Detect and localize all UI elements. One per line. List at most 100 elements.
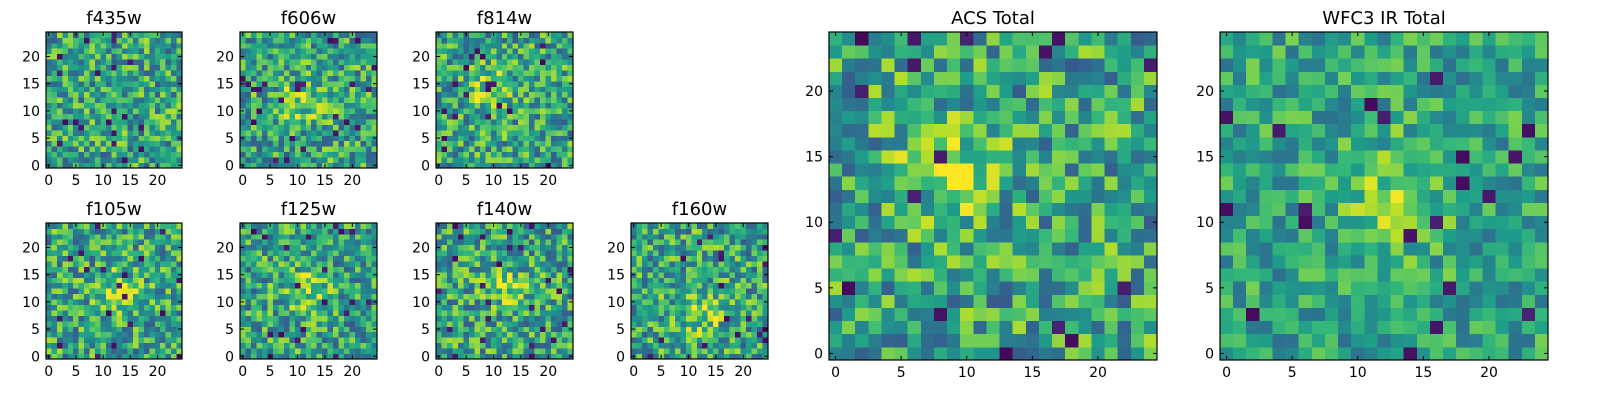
heatmap-cell xyxy=(540,255,546,262)
heatmap-cell xyxy=(355,282,361,289)
heatmap-cell xyxy=(556,146,563,153)
heatmap-cell xyxy=(111,86,118,93)
heatmap-cell xyxy=(333,266,340,273)
heatmap-cell xyxy=(757,331,763,338)
heatmap-cell xyxy=(518,53,525,60)
heatmap-cell xyxy=(322,157,329,163)
heatmap-cell xyxy=(127,113,134,120)
heatmap-cell xyxy=(463,342,470,349)
heatmap-cell xyxy=(165,293,172,300)
heatmap-cell xyxy=(122,102,128,109)
heatmap-cell xyxy=(46,119,52,125)
heatmap-cell xyxy=(855,320,869,335)
heatmap-cell xyxy=(441,293,448,300)
heatmap-cell xyxy=(127,86,134,93)
heatmap-cell xyxy=(446,277,453,284)
heatmap-cell xyxy=(556,320,563,327)
heatmap-cell xyxy=(338,293,345,300)
heatmap-cell xyxy=(149,304,156,311)
heatmap-cell xyxy=(680,250,687,257)
heatmap-cell xyxy=(496,162,503,169)
heatmap-cell xyxy=(529,266,536,273)
heatmap-cell xyxy=(62,310,69,316)
heatmap-cell xyxy=(105,119,112,125)
heatmap-cell xyxy=(272,108,279,114)
heatmap-cell xyxy=(165,266,172,273)
heatmap-cell xyxy=(496,261,503,267)
heatmap-cell xyxy=(641,288,648,295)
heatmap-cell xyxy=(545,348,552,354)
heatmap-cell xyxy=(355,48,361,55)
heatmap-cell xyxy=(746,310,752,316)
heatmap-cell xyxy=(490,266,497,273)
heatmap-cell xyxy=(1130,268,1145,282)
heatmap-cell xyxy=(73,86,80,93)
heatmap-cell xyxy=(143,239,150,246)
heatmap-cell xyxy=(143,146,150,153)
heatmap-cell xyxy=(746,337,752,344)
heatmap-cell xyxy=(289,310,296,316)
heatmap-cell xyxy=(111,271,118,278)
heatmap-cell xyxy=(556,113,563,120)
heatmap-cell xyxy=(960,189,974,203)
heatmap-cell xyxy=(311,233,318,240)
heatmap-cell xyxy=(468,59,475,66)
heatmap-cell xyxy=(556,64,563,71)
heatmap-cell xyxy=(56,282,63,289)
heatmap-cell xyxy=(122,129,128,136)
heatmap-cell xyxy=(855,241,869,256)
heatmap-cell xyxy=(371,250,378,257)
heatmap-cell xyxy=(507,48,514,55)
heatmap-cell xyxy=(165,271,172,278)
heatmap-cell xyxy=(289,288,296,295)
heatmap-cell xyxy=(278,151,285,158)
heatmap-cell xyxy=(78,228,85,235)
heatmap-cell xyxy=(333,53,340,60)
heatmap-cell xyxy=(529,261,536,267)
heatmap-cell xyxy=(311,59,318,66)
heatmap-cell xyxy=(127,244,134,251)
heatmap-cell xyxy=(46,129,52,136)
heatmap-cell xyxy=(366,129,372,136)
heatmap-cell xyxy=(436,91,442,98)
heatmap-cell xyxy=(355,146,361,153)
heatmap-cell xyxy=(78,124,85,131)
heatmap-cell xyxy=(669,261,676,267)
heatmap-cell xyxy=(452,244,459,251)
heatmap-cell xyxy=(436,228,442,235)
x-tick-label: 5 xyxy=(462,173,471,189)
heatmap-cell xyxy=(250,233,257,240)
heatmap-cell xyxy=(540,348,546,354)
heatmap-cell xyxy=(1065,163,1079,177)
heatmap-cell xyxy=(685,337,692,344)
heatmap-cell xyxy=(1143,241,1158,256)
heatmap-cell xyxy=(111,80,118,87)
heatmap-cell xyxy=(441,108,448,114)
heatmap-cell xyxy=(540,140,546,147)
heatmap-cell xyxy=(78,119,85,125)
heatmap-cell xyxy=(116,42,123,49)
heatmap-cell xyxy=(366,337,372,344)
heatmap-cell xyxy=(272,151,279,158)
heatmap-cell xyxy=(920,189,935,203)
heatmap-cell xyxy=(702,342,709,349)
heatmap-cell xyxy=(160,135,167,142)
heatmap-cell xyxy=(973,255,987,269)
heatmap-cell xyxy=(160,113,167,120)
heatmap-cell xyxy=(647,282,654,289)
heatmap-cell xyxy=(84,64,90,71)
heatmap-cell xyxy=(133,162,139,169)
heatmap-cell xyxy=(986,163,1000,177)
heatmap-cell xyxy=(240,282,246,289)
heatmap-cell xyxy=(713,293,720,300)
heatmap-cell xyxy=(463,108,470,114)
axes-frame xyxy=(435,222,574,360)
heatmap-cell xyxy=(894,189,909,203)
heatmap-cell xyxy=(171,331,177,338)
heatmap-cell xyxy=(111,146,118,153)
heatmap-cell xyxy=(51,271,58,278)
heatmap-cell xyxy=(176,261,183,267)
heatmap-cell xyxy=(143,59,150,66)
heatmap-cell xyxy=(669,255,676,262)
